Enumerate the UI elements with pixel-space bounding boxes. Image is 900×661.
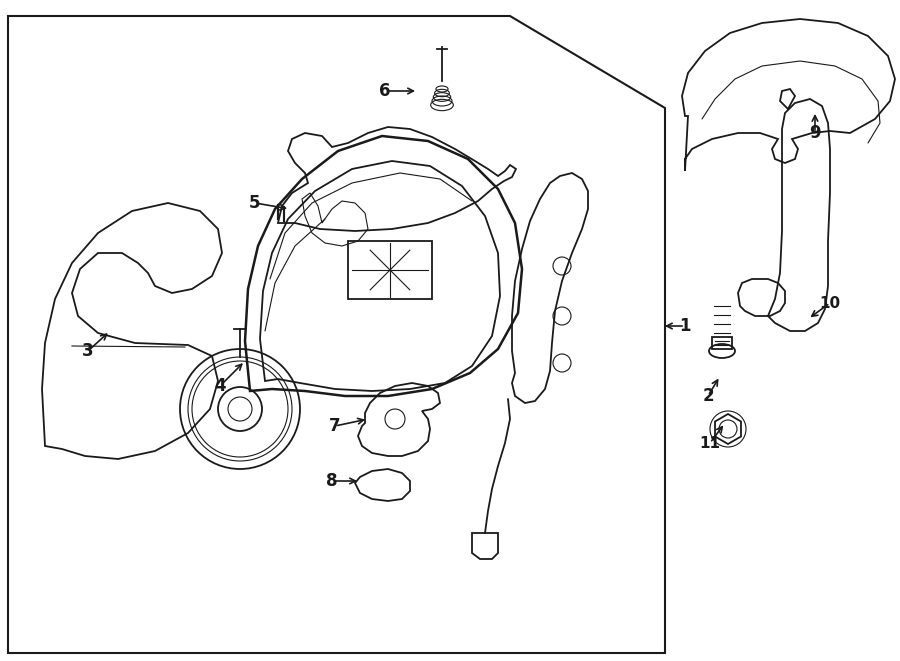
- Text: 1: 1: [680, 317, 691, 335]
- Text: 6: 6: [379, 82, 391, 100]
- Text: 4: 4: [214, 377, 226, 395]
- Text: 5: 5: [249, 194, 261, 212]
- Text: 2: 2: [702, 387, 714, 405]
- Text: 3: 3: [82, 342, 94, 360]
- Text: 10: 10: [819, 295, 841, 311]
- Text: 7: 7: [329, 417, 341, 435]
- Text: 9: 9: [809, 124, 821, 142]
- Text: 11: 11: [699, 436, 721, 451]
- Text: 8: 8: [326, 472, 338, 490]
